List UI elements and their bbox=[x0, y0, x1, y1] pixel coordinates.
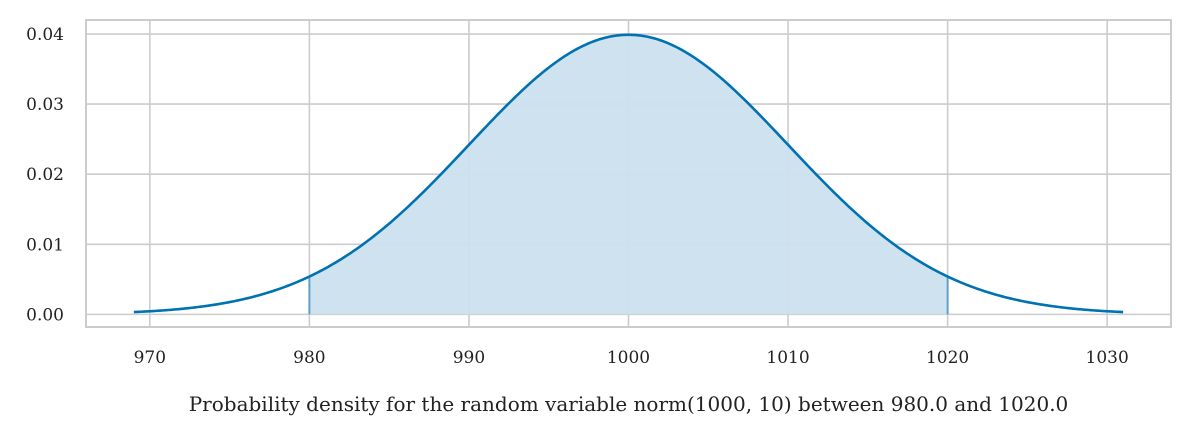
x-tick-label-1: 980 bbox=[293, 348, 325, 368]
x-tick-label-0: 970 bbox=[134, 348, 166, 368]
x-tick-label-6: 1030 bbox=[1086, 348, 1129, 368]
y-tick-label-1: 0.01 bbox=[26, 235, 64, 255]
x-axis-title: Probability density for the random varia… bbox=[189, 392, 1069, 416]
plot-frame bbox=[85, 19, 1172, 328]
x-axis-ticks: 970 980 990 1000 1010 1020 1030 bbox=[134, 348, 1129, 368]
x-tick-label-5: 1020 bbox=[926, 348, 969, 368]
probability-shaded-area bbox=[309, 34, 948, 315]
y-tick-label-3: 0.03 bbox=[26, 95, 64, 115]
x-tick-label-2: 990 bbox=[453, 348, 485, 368]
x-tick-label-3: 1000 bbox=[607, 348, 650, 368]
y-axis-ticks: 0.00 0.01 0.02 0.03 0.04 bbox=[26, 25, 64, 325]
y-tick-label-2: 0.02 bbox=[26, 165, 64, 185]
density-curve bbox=[133, 33, 1124, 314]
y-tick-label-4: 0.04 bbox=[26, 25, 64, 45]
x-tick-label-4: 1010 bbox=[766, 348, 809, 368]
y-tick-label-0: 0.00 bbox=[26, 305, 64, 325]
